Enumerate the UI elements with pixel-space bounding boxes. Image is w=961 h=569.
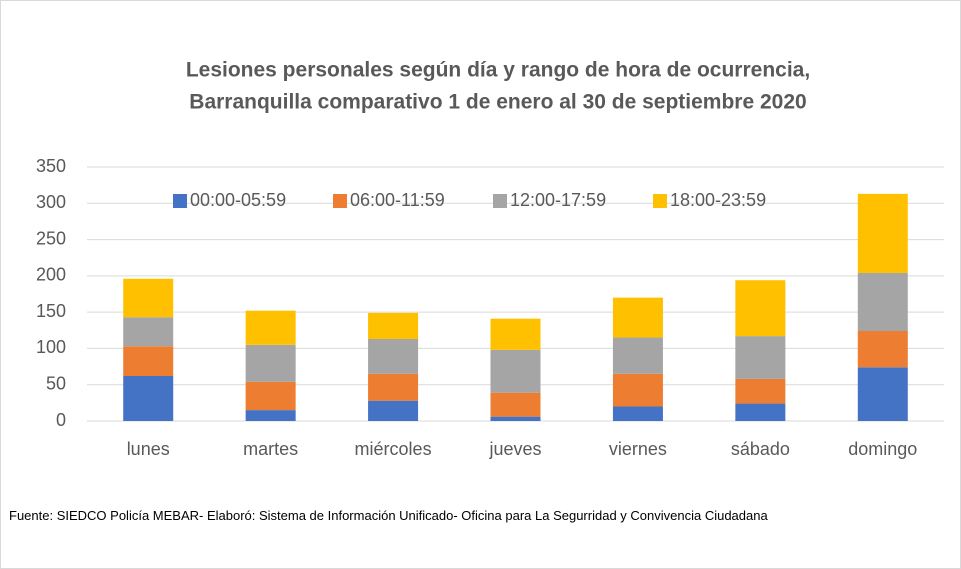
bar-segment — [490, 416, 541, 421]
bar-segment — [857, 193, 908, 273]
source-note: Fuente: SIEDCO Policía MEBAR- Elaboró: S… — [9, 508, 768, 523]
bar-segment — [857, 331, 908, 368]
bar-segment — [735, 403, 786, 421]
bar-segment — [123, 376, 174, 421]
bar-segment — [368, 312, 419, 339]
legend-swatch — [173, 194, 187, 208]
bar-segment — [245, 410, 296, 421]
chart-title: Lesiones personales según día y rango de… — [186, 59, 810, 82]
bar-segment — [735, 378, 786, 404]
bar-segment — [857, 367, 908, 421]
bar-segment — [245, 310, 296, 345]
bar-segment — [123, 346, 174, 377]
x-tick-label: sábado — [731, 439, 790, 459]
bar-segment — [245, 344, 296, 382]
y-tick-label: 100 — [36, 337, 66, 357]
bar-segment — [490, 318, 541, 350]
legend-swatch — [333, 194, 347, 208]
bar-segment — [612, 373, 663, 407]
y-tick-label: 150 — [36, 301, 66, 321]
bar-segment — [612, 337, 663, 374]
legend-swatch — [493, 194, 507, 208]
x-tick-label: domingo — [848, 439, 917, 459]
y-tick-label: 200 — [36, 265, 66, 285]
bar-segment — [612, 406, 663, 421]
bar-segment — [123, 278, 174, 318]
bar-segment — [368, 373, 419, 401]
legend-label: 00:00-05:59 — [190, 190, 286, 210]
x-tick-label: lunes — [127, 439, 170, 459]
bar-segment — [490, 392, 541, 417]
legend-label: 06:00-11:59 — [350, 190, 445, 210]
legend-label: 18:00-23:59 — [670, 190, 766, 210]
bar-segment — [490, 349, 541, 393]
bar-segment — [735, 280, 786, 337]
y-tick-label: 0 — [56, 410, 66, 430]
x-tick-label: jueves — [488, 439, 541, 459]
bar-segment — [735, 336, 786, 379]
y-tick-label: 250 — [36, 228, 66, 248]
x-tick-label: miércoles — [355, 439, 432, 459]
legend-swatch — [653, 194, 667, 208]
x-tick-label: viernes — [609, 439, 667, 459]
y-tick-label: 50 — [46, 373, 66, 393]
bar-segment — [123, 317, 174, 347]
y-tick-label: 350 — [36, 156, 66, 176]
chart-title: Barranquilla comparativo 1 de enero al 3… — [189, 91, 806, 114]
bar-segment — [857, 272, 908, 332]
bar-segment — [245, 381, 296, 411]
y-tick-label: 300 — [36, 192, 66, 212]
bar-segment — [612, 297, 663, 338]
legend-label: 12:00-17:59 — [510, 190, 606, 210]
bar-segment — [368, 400, 419, 421]
bar-segment — [368, 338, 419, 374]
x-tick-label: martes — [243, 439, 298, 459]
